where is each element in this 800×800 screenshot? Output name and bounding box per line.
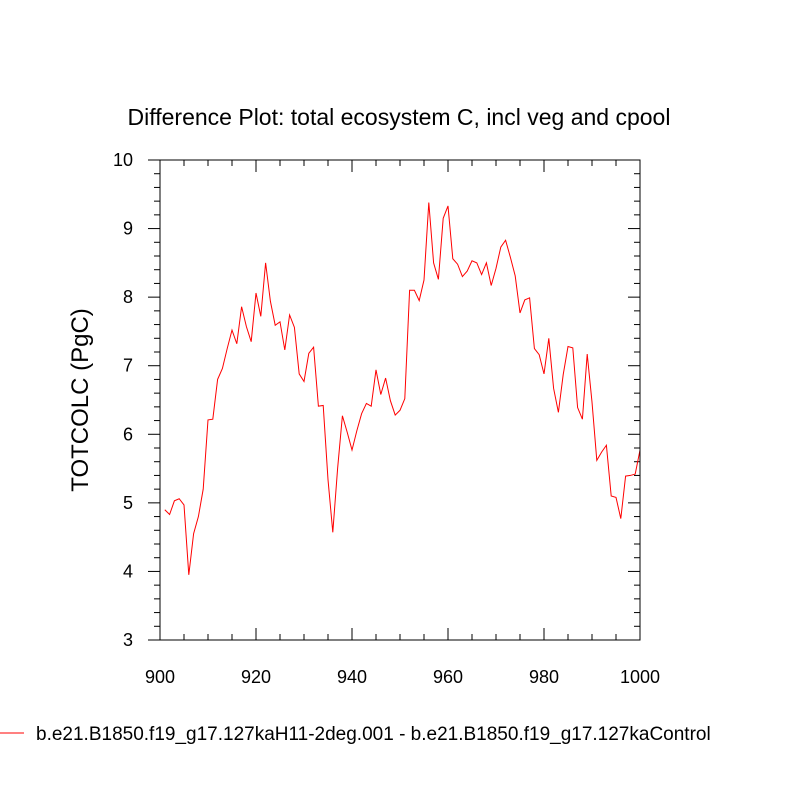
y-tick-label: 4 <box>123 561 133 581</box>
y-tick-label: 9 <box>123 219 133 239</box>
y-tick-label: 5 <box>123 493 133 513</box>
y-axis-label: TOTCOLC (PgC) <box>67 308 94 492</box>
plot-frame <box>159 159 641 641</box>
y-tick-label: 10 <box>113 150 133 170</box>
y-tick-label: 3 <box>123 630 133 650</box>
x-tick-label: 1000 <box>620 667 660 687</box>
x-tick-label: 980 <box>529 667 559 687</box>
x-tick-label: 900 <box>145 667 175 687</box>
axis-ticks: 900 920 940 960 980 1000 3 4 5 6 7 8 9 10 <box>113 150 660 687</box>
y-tick-label: 7 <box>123 356 133 376</box>
legend: b.e21.B1850.f19_g17.127kaH11-2deg.001 - … <box>0 724 711 745</box>
legend-entry-label: b.e21.B1850.f19_g17.127kaH11-2deg.001 - … <box>36 724 711 745</box>
series-line <box>164 202 641 575</box>
series-layer <box>164 202 641 575</box>
x-tick-label: 940 <box>337 667 367 687</box>
x-tick-label: 960 <box>433 667 463 687</box>
chart-title: Difference Plot: total ecosystem C, incl… <box>128 104 671 130</box>
y-tick-label: 8 <box>123 287 133 307</box>
x-tick-label: 920 <box>241 667 271 687</box>
y-tick-label: 6 <box>123 424 133 444</box>
